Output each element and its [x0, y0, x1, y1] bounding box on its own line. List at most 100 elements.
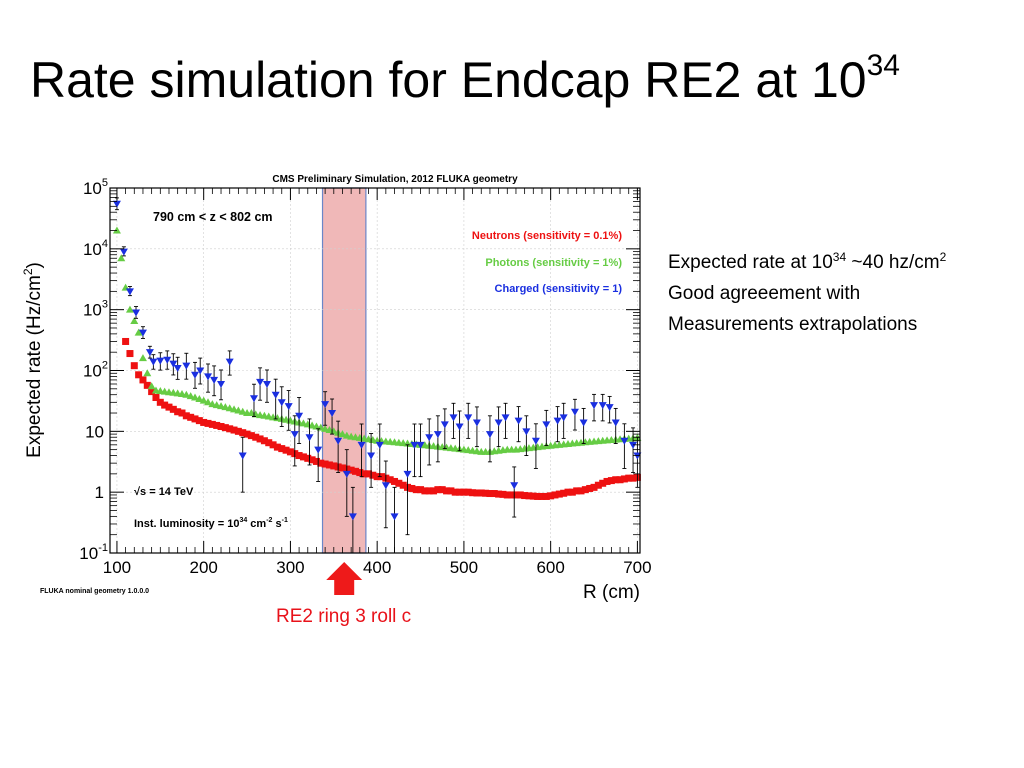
data-point — [391, 477, 399, 485]
data-point — [485, 431, 494, 439]
data-point — [603, 477, 611, 485]
data-point — [531, 437, 540, 445]
data-point — [512, 491, 520, 499]
data-point — [169, 360, 178, 368]
chart-title: CMS Preliminary Simulation, 2012 FLUKA g… — [272, 174, 518, 185]
data-point — [460, 488, 468, 496]
data-point — [495, 490, 503, 498]
data-point — [152, 393, 160, 401]
data-point — [328, 410, 337, 418]
data-point — [395, 479, 403, 487]
data-point — [174, 408, 182, 416]
x-tick-label: 300 — [276, 558, 304, 577]
data-point — [125, 288, 134, 296]
data-point — [367, 452, 376, 460]
y-tick-label: 104 — [83, 238, 108, 259]
data-point — [282, 446, 290, 454]
data-point — [225, 358, 234, 366]
data-point — [299, 453, 307, 461]
note-line-3: Measurements extrapolations — [668, 314, 918, 335]
data-point — [161, 401, 169, 409]
data-point — [514, 417, 523, 425]
data-point — [455, 423, 464, 431]
data-point — [295, 412, 304, 420]
data-point — [145, 349, 154, 357]
data-point — [553, 417, 562, 425]
data-point — [469, 489, 477, 497]
data-point — [570, 408, 579, 416]
footnote: FLUKA nominal geometry 1.0.0.0 — [40, 588, 149, 595]
data-point — [625, 474, 633, 482]
data-point — [381, 482, 390, 490]
data-point — [271, 391, 280, 399]
data-point — [117, 254, 126, 262]
data-point — [243, 430, 251, 438]
data-point — [187, 413, 195, 421]
data-point — [443, 487, 451, 495]
data-point — [501, 414, 510, 422]
data-point — [156, 398, 164, 406]
data-point — [430, 487, 438, 495]
data-point — [130, 317, 139, 325]
data-point — [284, 403, 293, 411]
data-point — [200, 418, 208, 426]
data-point — [182, 412, 190, 420]
data-point — [204, 373, 213, 381]
note-line-1: Expected rate at 1034 ~40 hz/cm2 — [668, 250, 947, 273]
data-point — [199, 396, 208, 404]
data-point — [147, 382, 156, 390]
data-point — [494, 419, 503, 427]
data-point — [312, 457, 320, 465]
data-point — [149, 358, 158, 366]
data-point — [191, 415, 199, 423]
data-point — [629, 441, 638, 449]
y-tick-label: 10 — [85, 422, 104, 441]
data-point — [542, 421, 551, 429]
data-point — [234, 406, 243, 414]
data-point — [599, 479, 607, 487]
data-point — [238, 407, 247, 415]
data-point — [348, 513, 357, 521]
callout-label: RE2 ring 3 roll c — [276, 606, 412, 627]
legend-entry: Photons (sensitivity = 1%) — [485, 257, 622, 269]
data-point — [620, 437, 629, 445]
y-tick-label: 10-1 — [79, 542, 108, 563]
data-point — [338, 430, 347, 438]
data-point — [143, 369, 152, 377]
data-point — [135, 371, 143, 379]
data-point — [486, 490, 494, 498]
data-point — [620, 475, 628, 483]
data-point — [178, 409, 186, 417]
data-point — [195, 417, 203, 425]
data-point — [252, 433, 260, 441]
legend-entry: Charged (sensitivity = 1) — [495, 283, 623, 295]
data-point — [163, 356, 172, 364]
data-point — [226, 425, 234, 433]
data-point — [440, 421, 449, 429]
data-point — [351, 467, 359, 475]
data-point — [213, 421, 221, 429]
data-point — [560, 489, 568, 497]
data-point — [607, 477, 615, 485]
data-point — [410, 441, 419, 449]
data-point — [473, 489, 481, 497]
data-point — [269, 441, 277, 449]
x-tick-label: 100 — [103, 558, 131, 577]
x-axis-label: R (cm) — [583, 582, 640, 603]
data-point — [334, 437, 343, 445]
data-point — [573, 487, 581, 495]
data-point — [230, 426, 238, 434]
data-point — [451, 488, 459, 496]
data-point — [234, 427, 242, 435]
data-point — [577, 487, 585, 495]
data-point — [629, 474, 637, 482]
data-point — [143, 381, 151, 389]
slide-title: Rate simulation for Endcap RE2 at 1034 — [30, 49, 900, 109]
data-point — [417, 486, 425, 494]
data-point — [314, 446, 323, 454]
data-point — [438, 486, 446, 494]
data-point — [330, 462, 338, 470]
data-point — [238, 452, 247, 460]
data-point — [210, 376, 219, 384]
data-point — [390, 513, 399, 521]
